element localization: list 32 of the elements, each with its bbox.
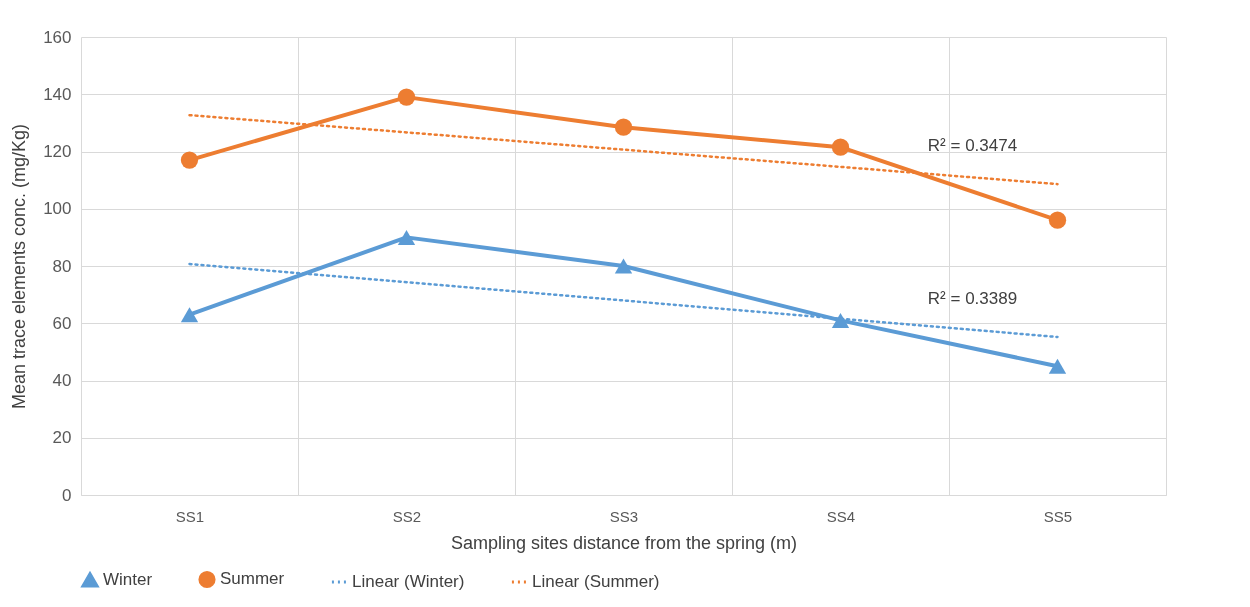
x-tick-label: SS5 — [1043, 507, 1073, 525]
point — [831, 312, 850, 328]
point — [180, 307, 199, 323]
point — [1048, 211, 1067, 229]
y-tick-label: 20 — [52, 428, 72, 448]
point — [397, 229, 416, 245]
x-axis-title: Sampling sites distance from the spring (m) — [450, 532, 798, 553]
x-tick-label: SS3 — [609, 507, 639, 525]
y-axis-title: Mean trace elements conc. (mg/Kg) — [9, 123, 30, 410]
y-tick-label: 100 — [43, 199, 72, 219]
point — [397, 88, 416, 106]
y-tick-label: 60 — [52, 313, 72, 333]
x-tick-label: SS1 — [175, 507, 205, 525]
point — [180, 151, 199, 169]
point — [831, 138, 850, 156]
annotation: R² = 0.3389 — [927, 288, 1018, 308]
y-tick-label: 40 — [52, 371, 72, 390]
y-tick-label: 120 — [43, 142, 72, 161]
legend-label: Linear (Winter) — [352, 572, 465, 591]
point — [1048, 358, 1067, 374]
y-tick-label: 80 — [52, 256, 72, 276]
y-tick-label: 0 — [62, 485, 72, 505]
y-tick-label: 140 — [43, 84, 72, 104]
x-tick-label: SS4 — [826, 507, 856, 525]
legend-label: Linear (Summer) — [532, 572, 660, 591]
legend-label: Summer — [220, 569, 285, 589]
legend-label: Winter — [103, 569, 153, 589]
point — [614, 118, 633, 136]
annotation: R² = 0.3474 — [927, 136, 1018, 156]
y-tick-label: 160 — [43, 27, 72, 47]
point — [614, 258, 633, 274]
x-tick-label: SS2 — [392, 507, 422, 525]
